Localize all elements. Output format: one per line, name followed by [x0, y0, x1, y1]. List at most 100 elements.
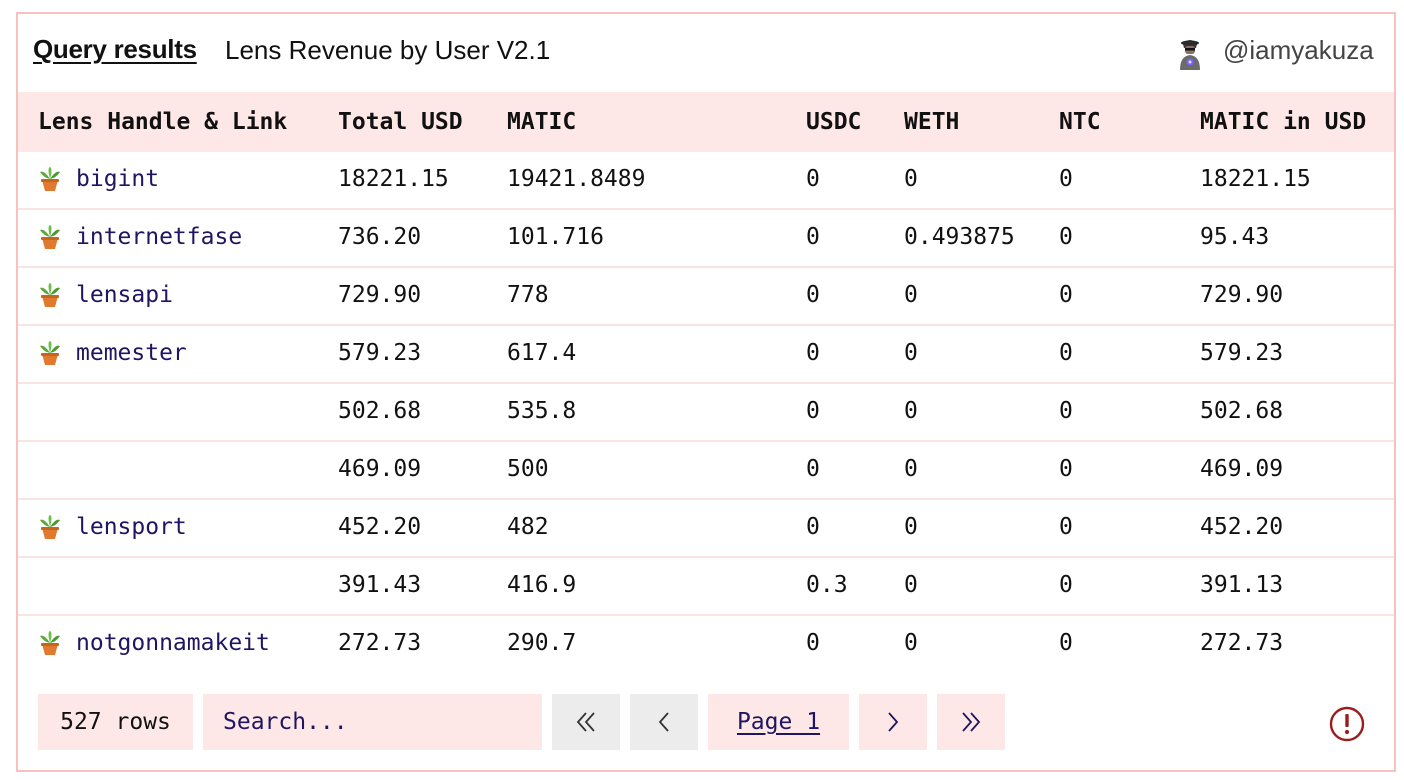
- cell-usdc: 0: [806, 630, 820, 656]
- handle-cell: lensapi: [38, 282, 173, 308]
- cell-usdc: 0: [806, 398, 820, 424]
- cell-weth: 0: [904, 456, 918, 482]
- potted-plant-icon: [38, 630, 62, 656]
- cell-total-usd: 452.20: [338, 514, 422, 540]
- cell-usdc: 0.3: [806, 572, 848, 598]
- cell-total-usd: 391.43: [338, 572, 422, 598]
- cell-ntc: 0: [1059, 166, 1073, 192]
- cell-ntc: 0: [1059, 630, 1073, 656]
- page-indicator[interactable]: Page 1: [708, 694, 849, 750]
- cell-total-usd: 469.09: [338, 456, 422, 482]
- handle-cell: lensport: [38, 514, 187, 540]
- table-row: memester 579.23 617.4 0 0 0 579.23: [18, 326, 1394, 384]
- last-page-button[interactable]: [937, 694, 1005, 750]
- double-chevron-left-icon: [576, 712, 595, 732]
- handle-link[interactable]: bigint: [76, 166, 160, 192]
- column-header-total-usd[interactable]: Total USD: [338, 109, 463, 135]
- cell-matic: 482: [507, 514, 549, 540]
- table-row: 469.09 500 0 0 0 469.09: [18, 442, 1394, 500]
- cell-matic: 101.716: [507, 224, 604, 250]
- cell-matic: 778: [507, 282, 549, 308]
- handle-link[interactable]: internetfase: [76, 224, 243, 250]
- first-page-button[interactable]: [552, 694, 620, 750]
- cell-matic-in-usd: 502.68: [1200, 398, 1284, 424]
- cell-weth: 0: [904, 630, 918, 656]
- cell-matic: 617.4: [507, 340, 577, 366]
- cell-ntc: 0: [1059, 340, 1073, 366]
- cell-matic-in-usd: 579.23: [1200, 340, 1284, 366]
- cell-matic-in-usd: 272.73: [1200, 630, 1284, 656]
- table-body: bigint 18221.15 19421.8489 0 0 0 18221.15 inter…: [18, 152, 1394, 674]
- cell-weth: 0: [904, 398, 918, 424]
- cell-usdc: 0: [806, 340, 820, 366]
- cell-ntc: 0: [1059, 456, 1073, 482]
- cell-total-usd: 272.73: [338, 630, 422, 656]
- column-header-usdc[interactable]: USDC: [806, 109, 862, 135]
- cell-total-usd: 579.23: [338, 340, 422, 366]
- handle-cell: notgonnamakeit: [38, 630, 270, 656]
- handle-cell: bigint: [38, 166, 159, 192]
- cell-weth: 0: [904, 514, 918, 540]
- cell-matic: 19421.8489: [507, 166, 646, 192]
- column-header-ntc[interactable]: NTC: [1059, 109, 1101, 135]
- double-chevron-right-icon: [962, 712, 981, 732]
- cell-ntc: 0: [1059, 282, 1073, 308]
- search-input[interactable]: [203, 694, 542, 750]
- panel-header: Query results Lens Revenue by User V2.1 …: [18, 14, 1394, 92]
- cell-usdc: 0: [806, 514, 820, 540]
- cell-matic-in-usd: 469.09: [1200, 456, 1284, 482]
- cell-matic: 500: [507, 456, 549, 482]
- chevron-left-icon: [658, 712, 669, 732]
- cell-usdc: 0: [806, 456, 820, 482]
- cell-matic: 290.7: [507, 630, 577, 656]
- potted-plant-icon: [38, 282, 62, 308]
- cell-usdc: 0: [806, 166, 820, 192]
- column-header-matic-in-usd[interactable]: MATIC in USD: [1200, 109, 1367, 135]
- handle-link[interactable]: memester: [76, 340, 187, 366]
- cell-total-usd: 729.90: [338, 282, 422, 308]
- cell-matic-in-usd: 18221.15: [1200, 166, 1311, 192]
- cell-ntc: 0: [1059, 572, 1073, 598]
- handle-cell: internetfase: [38, 224, 242, 250]
- cell-weth: 0.493875: [904, 224, 1015, 250]
- cell-matic-in-usd: 729.90: [1200, 282, 1284, 308]
- table-row: 391.43 416.9 0.3 0 0 391.13: [18, 558, 1394, 616]
- column-header-matic[interactable]: MATIC: [507, 109, 577, 135]
- username[interactable]: @iamyakuza: [1223, 35, 1374, 65]
- previous-page-button[interactable]: [630, 694, 698, 750]
- exclamation-circle-icon[interactable]: [1329, 706, 1365, 742]
- query-results-panel: Query results Lens Revenue by User V2.1 …: [16, 12, 1396, 772]
- cell-ntc: 0: [1059, 398, 1073, 424]
- cell-ntc: 0: [1059, 224, 1073, 250]
- cell-weth: 0: [904, 282, 918, 308]
- next-page-button[interactable]: [859, 694, 927, 750]
- potted-plant-icon: [38, 514, 62, 540]
- handle-link[interactable]: lensapi: [76, 282, 173, 308]
- potted-plant-icon: [38, 224, 62, 250]
- cell-total-usd: 18221.15: [338, 166, 449, 192]
- table-row: lensapi 729.90 778 0 0 0 729.90: [18, 268, 1394, 326]
- column-header-weth[interactable]: WETH: [904, 109, 960, 135]
- query-results-link[interactable]: Query results: [33, 34, 197, 64]
- cell-matic-in-usd: 95.43: [1200, 224, 1270, 250]
- chevron-right-icon: [888, 712, 899, 732]
- column-header-handle[interactable]: Lens Handle & Link: [38, 109, 288, 135]
- cell-weth: 0: [904, 340, 918, 366]
- table-footer: 527 rows Page 1: [18, 694, 1394, 752]
- table-row: internetfase 736.20 101.716 0 0.493875 0 95.43: [18, 210, 1394, 268]
- cell-usdc: 0: [806, 282, 820, 308]
- handle-cell: memester: [38, 340, 187, 366]
- table-row: bigint 18221.15 19421.8489 0 0 0 18221.15: [18, 152, 1394, 210]
- table-row: 502.68 535.8 0 0 0 502.68: [18, 384, 1394, 442]
- cell-total-usd: 736.20: [338, 224, 422, 250]
- table-header-row: Lens Handle & Link Total USD MATIC USDC …: [18, 92, 1394, 152]
- handle-link[interactable]: notgonnamakeit: [76, 630, 270, 656]
- potted-plant-icon: [38, 340, 62, 366]
- cell-ntc: 0: [1059, 514, 1073, 540]
- cell-matic-in-usd: 391.13: [1200, 572, 1284, 598]
- handle-link[interactable]: lensport: [76, 514, 187, 540]
- row-count: 527 rows: [38, 694, 193, 750]
- avatar[interactable]: [1175, 34, 1205, 72]
- cell-matic: 416.9: [507, 572, 577, 598]
- table-row: lensport 452.20 482 0 0 0 452.20: [18, 500, 1394, 558]
